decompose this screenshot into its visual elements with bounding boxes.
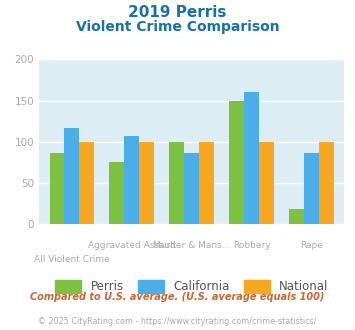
Bar [169, 142, 184, 224]
Text: Violent Crime Comparison: Violent Crime Comparison [76, 20, 279, 34]
Text: Robbery: Robbery [233, 241, 271, 250]
Bar [259, 142, 274, 224]
Text: Aggravated Assault: Aggravated Assault [88, 241, 176, 250]
Text: Rape: Rape [300, 241, 323, 250]
Bar [50, 153, 65, 224]
Bar [199, 142, 214, 224]
Bar [229, 101, 244, 224]
Text: © 2025 CityRating.com - https://www.cityrating.com/crime-statistics/: © 2025 CityRating.com - https://www.city… [38, 317, 317, 326]
Text: 2019 Perris: 2019 Perris [128, 5, 227, 20]
Bar [65, 128, 80, 224]
Text: Murder & Mans...: Murder & Mans... [153, 241, 230, 250]
Bar [109, 162, 124, 224]
Bar [319, 142, 334, 224]
Bar [289, 209, 304, 224]
Bar [80, 142, 94, 224]
Bar [304, 152, 319, 224]
Bar [124, 136, 139, 224]
Bar [139, 142, 154, 224]
Bar [244, 91, 259, 224]
Text: Compared to U.S. average. (U.S. average equals 100): Compared to U.S. average. (U.S. average … [30, 292, 325, 302]
Bar [184, 153, 199, 224]
Legend: Perris, California, National: Perris, California, National [55, 280, 328, 293]
Text: All Violent Crime: All Violent Crime [34, 255, 110, 264]
